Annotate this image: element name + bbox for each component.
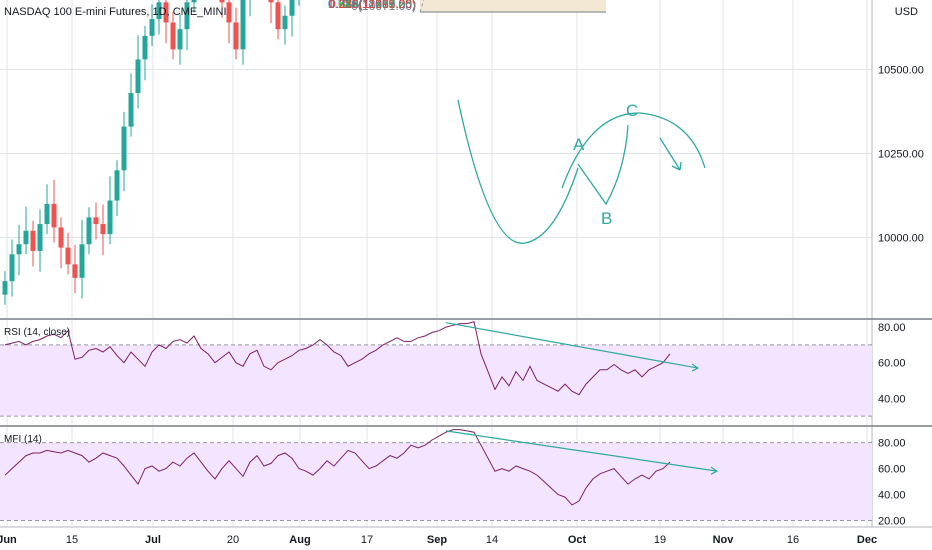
projection-arc	[561, 112, 706, 189]
fib-label: 0.236(11095.00)	[329, 0, 416, 11]
candle-body	[114, 170, 120, 201]
rsi-arrowhead	[691, 363, 700, 372]
price-tick-label: 10500.00	[878, 65, 924, 77]
wave-label: C	[626, 101, 638, 120]
rsi-title: RSI (14, close)	[4, 327, 71, 338]
rsi-tick-label: 40.00	[878, 393, 906, 405]
candle-body	[268, 0, 274, 3]
candle-body	[37, 224, 43, 251]
candle-body	[107, 200, 113, 235]
rsi-tick-label: 80.00	[878, 322, 906, 334]
candle-body	[79, 244, 85, 278]
price-tick-label: 10250.00	[878, 149, 924, 161]
fib-label: 0.5(11569.25)	[342, 0, 416, 11]
fib-label: 0(10671.00)	[351, 0, 416, 13]
candle-body	[184, 2, 190, 30]
time-tick-label: Sep	[427, 534, 447, 546]
time-tick-label: 20	[227, 534, 239, 546]
time-tick-label: 17	[361, 534, 373, 546]
fib-label: 1(12467.25)	[351, 0, 416, 11]
rsi-divergence-line	[445, 322, 699, 369]
candle-body	[275, 2, 281, 30]
candle-body	[100, 224, 106, 235]
mfi-tick-label: 60.00	[878, 464, 906, 476]
time-tick-label: 15	[66, 534, 78, 546]
time-tick-label: Aug	[289, 534, 310, 546]
chart-title: NASDAQ 100 E-mini Futures, 1D, CME_MINI	[4, 6, 227, 18]
price-axis-bg	[872, 0, 932, 550]
time-tick-label: Oct	[568, 534, 587, 546]
mfi-title: MFI (14)	[4, 434, 42, 445]
fib-label: 1.618(13917.50)	[328, 0, 416, 11]
fib-label: 0.382(11357.25)	[329, 0, 416, 11]
candle-body	[65, 247, 71, 265]
rsi-tick-label: 60.00	[878, 358, 906, 370]
pattern-curve	[457, 99, 579, 244]
mfi-line	[4, 429, 671, 506]
mfi-band	[0, 442, 872, 521]
candle-body	[93, 217, 99, 225]
currency-label: USD	[894, 6, 918, 18]
mfi-tick-label: 80.00	[878, 438, 906, 450]
candle-body	[30, 230, 36, 251]
candle-body	[2, 281, 8, 295]
candle-body	[121, 126, 127, 171]
candle-body	[170, 22, 176, 50]
fib-label: 0.618(11781.25)	[329, 0, 416, 11]
mfi-tick-label: 40.00	[878, 490, 906, 502]
rsi-line	[4, 321, 671, 396]
candle-body	[282, 15, 288, 30]
candle-body	[72, 264, 78, 278]
wave-label: B	[601, 209, 612, 228]
candle-body	[23, 230, 29, 245]
time-tick-label: 14	[486, 534, 498, 546]
fib-label: 1.272(12956.00)	[328, 0, 416, 11]
mfi-tick-label: 20.00	[878, 516, 906, 528]
candle-body	[156, 2, 162, 20]
candle-body	[219, 0, 225, 3]
time-tick-label: Dec	[857, 534, 877, 546]
time-tick-label: 16	[787, 534, 799, 546]
projection-arrow	[659, 137, 682, 171]
candle-body	[142, 35, 148, 60]
wave-label: A	[573, 135, 585, 154]
candle-body	[149, 19, 155, 36]
candle-body	[191, 0, 197, 3]
candle-body	[177, 29, 183, 50]
candle-body	[86, 217, 92, 245]
fib-label: 0.786(12083.00)	[328, 0, 416, 11]
candle-body	[163, 2, 169, 23]
mfi-divergence-line	[445, 430, 718, 472]
candle-body	[51, 203, 57, 228]
candle-body	[240, 0, 246, 50]
time-tick-label: 19	[654, 534, 666, 546]
candle-body	[226, 2, 232, 23]
price-tick-label: 10000.00	[878, 233, 924, 245]
candle-body	[128, 93, 134, 127]
candle-body	[9, 254, 15, 282]
candle-body	[16, 244, 22, 255]
rsi-band	[0, 344, 872, 417]
pattern-curve	[577, 124, 629, 206]
time-tick-label: Jun	[0, 534, 17, 546]
candle-body	[289, 0, 295, 16]
candle-body	[233, 22, 239, 50]
candle-body	[44, 203, 50, 225]
time-tick-label: Nov	[713, 534, 735, 546]
candle-body	[135, 59, 141, 94]
candle-body	[58, 227, 64, 248]
mfi-arrowhead	[710, 466, 719, 475]
fib-zone	[420, 0, 606, 13]
time-tick-label: Jul	[145, 534, 161, 546]
